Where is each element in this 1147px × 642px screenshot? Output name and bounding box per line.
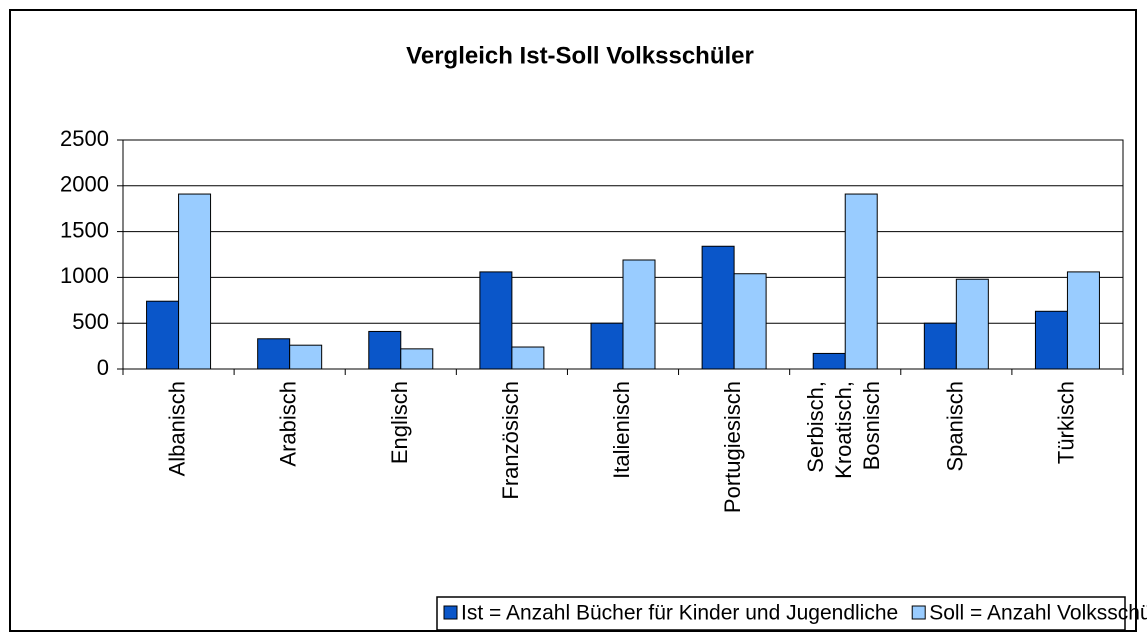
x-tick-label: Italienisch (609, 381, 634, 479)
x-tick-label: Französisch (498, 381, 523, 500)
y-tick-label: 1500 (60, 217, 109, 242)
bar (923, 322, 957, 370)
bar (733, 273, 767, 370)
bar (146, 300, 180, 370)
x-tick-label: Englisch (387, 381, 412, 464)
bar (1066, 271, 1100, 370)
bar (479, 271, 513, 370)
bar (955, 278, 989, 370)
chart-title: Vergleich Ist-Soll Volksschüler (406, 42, 754, 69)
legend-swatch (443, 605, 458, 620)
bar (590, 322, 624, 370)
x-tick-label: Albanisch (164, 381, 189, 476)
y-tick-label: 2500 (60, 126, 109, 151)
x-tick-label: Spanisch (942, 381, 967, 472)
x-tick-label: Portugiesisch (720, 381, 745, 513)
bar (844, 193, 878, 370)
legend-label: Ist = Anzahl Bücher für Kinder und Jugen… (461, 602, 898, 625)
bar (368, 330, 402, 370)
bar (178, 193, 212, 370)
bar (812, 352, 846, 370)
x-tick-label: Arabisch (275, 381, 300, 467)
bar (289, 344, 323, 370)
legend-swatch (911, 605, 926, 620)
bar (511, 346, 545, 370)
bar (701, 245, 735, 370)
legend-frame (436, 596, 1126, 631)
y-tick-label: 1000 (60, 263, 109, 288)
x-tick-label: Serbisch, Kroatisch, Bosnisch (803, 381, 884, 479)
x-tick-label: Türkisch (1053, 381, 1078, 464)
y-tick-label: 0 (97, 355, 109, 380)
bar (622, 259, 656, 370)
bar (1034, 310, 1068, 370)
y-tick-label: 500 (72, 309, 109, 334)
legend-label: Soll = Anzahl Volksschüler (929, 602, 1147, 625)
y-tick-label: 2000 (60, 172, 109, 197)
bar (400, 348, 434, 370)
bar (257, 338, 291, 370)
